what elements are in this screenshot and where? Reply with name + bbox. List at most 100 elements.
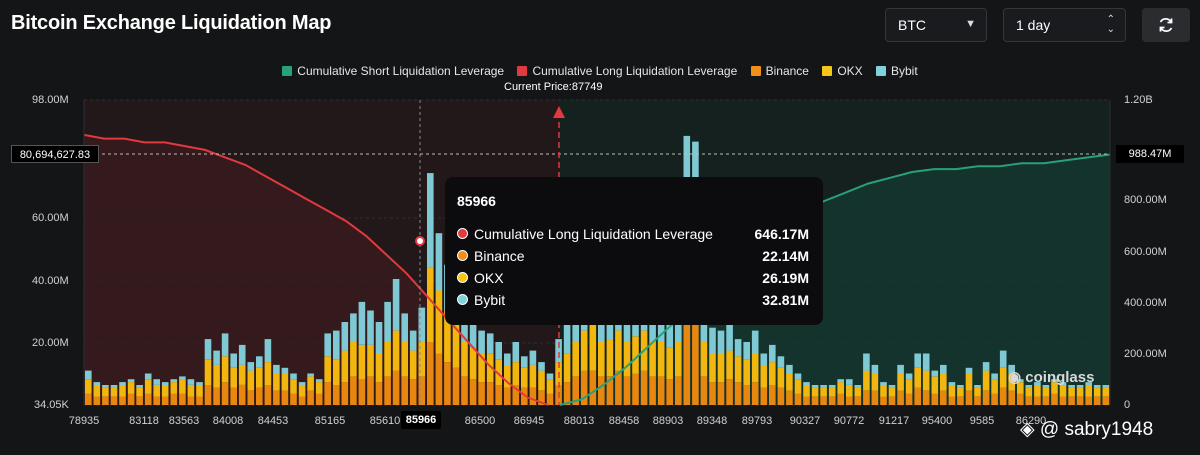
left-axis-tick: 34.05K [34, 399, 69, 411]
bar-segment [161, 382, 169, 385]
credit-watermark: ◈ @ sabry1948 [1020, 418, 1153, 441]
bar-segment [922, 370, 930, 391]
tooltip-dot [457, 228, 468, 239]
bar-segment [623, 313, 631, 342]
x-axis-tick: 95400 [921, 415, 953, 427]
bar-segment [315, 382, 323, 394]
tooltip-dot [457, 250, 468, 261]
bar-segment [846, 396, 853, 405]
binance-logo-icon: ◈ [1020, 419, 1040, 440]
period-select[interactable]: 1 day ⌃ ⌄ [1003, 8, 1126, 42]
bar-segment [367, 344, 374, 377]
legend-binance[interactable]: Binance [750, 64, 809, 78]
x-axis-tick: 89348 [696, 415, 728, 427]
x-axis-tick: 88013 [563, 415, 595, 427]
bar-segment [315, 393, 323, 405]
short-cumulative-line [559, 153, 1111, 406]
bar-segment [743, 359, 750, 385]
x-axis-tick: 78935 [68, 415, 100, 427]
bar-segment [563, 382, 571, 405]
bar-segment [85, 393, 92, 405]
bar-segment [846, 385, 853, 397]
bar-segment [221, 382, 229, 405]
bar-segment [726, 350, 733, 380]
bar-segment [649, 376, 656, 405]
bar-segment [427, 173, 434, 268]
bar-segment [922, 390, 930, 405]
bar-segment [1059, 396, 1067, 405]
bar-segment [221, 333, 229, 357]
bar-segment [444, 362, 451, 405]
tooltip-row: OKX 26.19M [457, 270, 811, 290]
bar-segment [136, 387, 143, 397]
x-axis-tick: 84008 [212, 415, 244, 427]
bar-segment [256, 356, 263, 368]
bar-segment [931, 376, 939, 394]
bar-segment [375, 353, 383, 383]
current-price-arrow [553, 106, 565, 118]
bar-segment [1017, 393, 1024, 405]
bar-segment [307, 373, 314, 377]
bar-segment [1034, 396, 1041, 405]
bar-segment [965, 390, 973, 405]
watermark-text: coinglass [1025, 369, 1095, 386]
tooltip-row: Bybit 32.81M [457, 292, 811, 312]
bar-segment [179, 393, 186, 405]
bar-segment [384, 301, 391, 342]
bar-segment [1093, 396, 1101, 405]
bar-segment [623, 376, 631, 405]
bar-segment [820, 385, 827, 388]
bar-segment [555, 339, 562, 362]
tooltip-row-label: Cumulative Long Liquidation Leverage [474, 226, 713, 242]
bar-segment [512, 342, 520, 362]
bar-segment [880, 382, 887, 385]
bar-segment [1102, 396, 1110, 405]
bar-segment [734, 339, 742, 357]
bar-segment [657, 376, 665, 405]
bar-segment [350, 376, 357, 405]
bar-segment [931, 370, 939, 377]
bar-segment [478, 382, 485, 405]
legend-label: Cumulative Long Liquidation Leverage [532, 64, 738, 78]
bar-segment [529, 364, 537, 388]
bar-segment [204, 385, 212, 405]
bar-segment [538, 390, 545, 405]
bar-segment [546, 379, 554, 394]
symbol-select[interactable]: BTC ▼ [885, 8, 987, 42]
bar-segment [769, 385, 776, 405]
bar-segment [683, 319, 691, 405]
bar-segment [367, 310, 374, 345]
bar-segment [709, 353, 716, 383]
legend-bybit[interactable]: Bybit [876, 64, 918, 78]
bar-segment [751, 382, 759, 405]
bar-segment [204, 359, 212, 385]
bar-segment [298, 382, 306, 385]
bar-segment [598, 376, 605, 405]
bar-segment [187, 396, 195, 405]
bar-segment [119, 382, 126, 385]
refresh-button[interactable] [1142, 8, 1190, 42]
bar-segment [401, 342, 408, 377]
right-axis-tick: 600.00M [1124, 246, 1167, 258]
legend-long[interactable]: Cumulative Long Liquidation Leverage [517, 64, 737, 78]
bar-segment [93, 382, 101, 385]
x-axis-tick: 85610 [369, 415, 401, 427]
bar-segment [273, 373, 280, 391]
legend-okx[interactable]: OKX [822, 64, 863, 78]
legend-short[interactable]: Cumulative Short Liquidation Leverage [282, 64, 504, 78]
bar-segment [290, 379, 297, 394]
bar-segment [486, 353, 494, 383]
bar-segment [127, 382, 135, 394]
bar-segment [880, 396, 887, 405]
bar-segment [392, 330, 400, 371]
bar-segment [110, 396, 118, 405]
bar-segment [409, 350, 417, 380]
bar-segment [982, 370, 990, 391]
bar-segment [221, 356, 229, 383]
bar-segment [888, 396, 896, 405]
bar-segment [965, 373, 973, 391]
bar-segment [811, 385, 819, 388]
bar-segment [213, 350, 220, 365]
bar-segment [238, 385, 246, 405]
